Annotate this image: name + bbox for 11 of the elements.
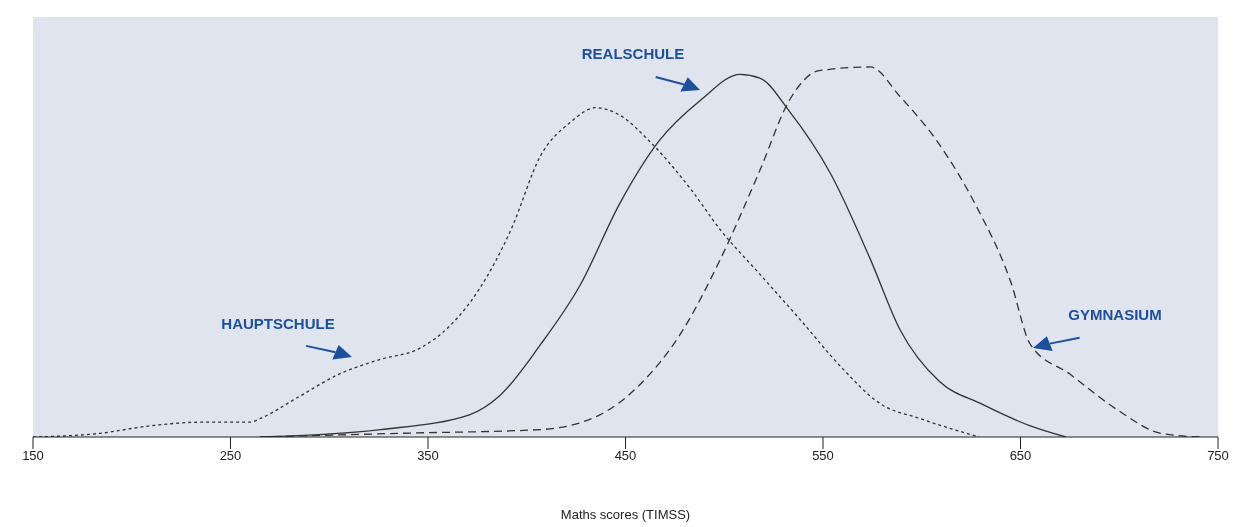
x-tick-label: 250 <box>219 448 242 464</box>
x-tick-label: 550 <box>812 448 834 464</box>
x-tick-label: 750 <box>1207 448 1229 464</box>
annotation: HAUPTSCHULE <box>221 314 335 332</box>
x-tick-label: 150 <box>22 448 44 464</box>
x-tick-label: 350 <box>417 448 439 464</box>
x-tick-label: 650 <box>1009 448 1032 464</box>
annotation: GYMNASIUM <box>1068 305 1162 323</box>
x-tick-label: 450 <box>614 448 637 464</box>
text: REALSCHULE <box>581 44 685 62</box>
x-axis-title: Maths scores (TIMSS) <box>560 507 691 522</box>
